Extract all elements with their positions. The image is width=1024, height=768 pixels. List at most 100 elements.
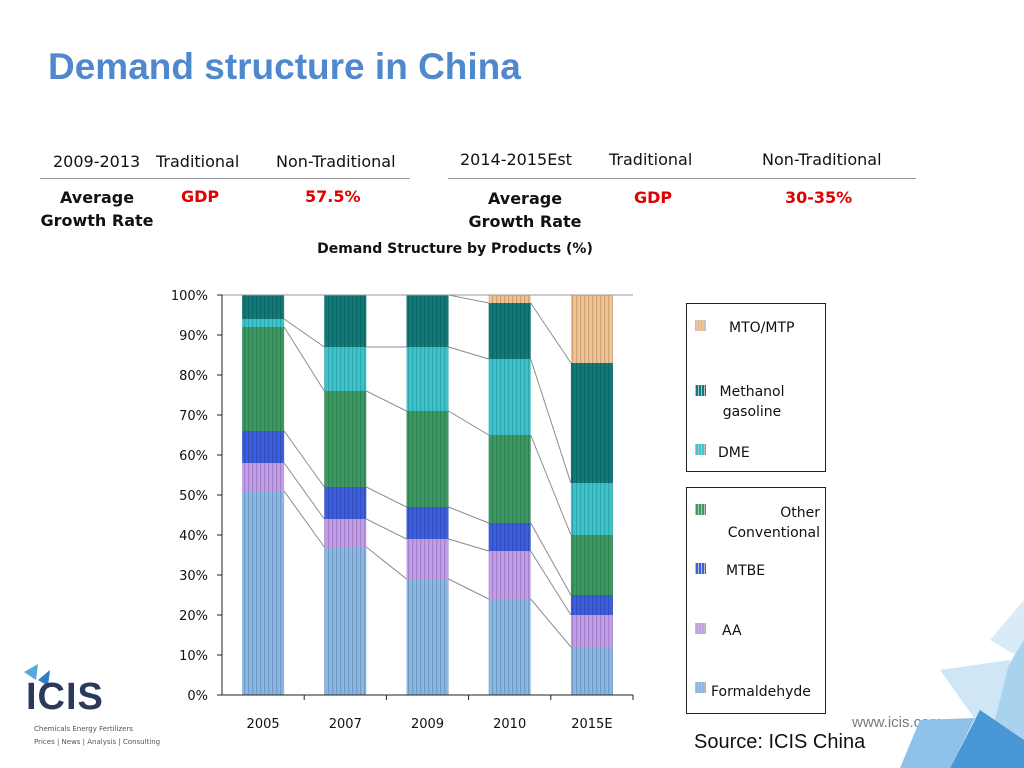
table-left-row-label: Average Growth Rate <box>40 188 154 230</box>
series-connector <box>366 390 407 412</box>
bar-texture <box>406 507 449 539</box>
bar-texture <box>242 295 285 319</box>
series-connector <box>530 522 572 596</box>
legend-swatch-formaldehyde <box>695 682 706 693</box>
series-connector <box>448 538 489 552</box>
bar-texture <box>488 295 531 303</box>
legend-label-formaldehyde: Formaldehyde <box>711 684 811 700</box>
logo-wordmark: ICIS <box>26 676 104 718</box>
bar-texture <box>242 463 285 491</box>
bar-texture <box>570 647 613 695</box>
table-right-col1: Traditional <box>609 150 693 169</box>
bar-texture <box>242 319 285 327</box>
bar-texture <box>324 519 367 547</box>
y-tick-label: 20% <box>179 609 208 624</box>
series-connector <box>530 358 572 484</box>
x-tick-label: 2015E <box>571 717 612 732</box>
legend-box-top <box>686 303 826 472</box>
bar-texture <box>406 295 449 347</box>
legend-label-methanol-gasoline: Methanol gasoline <box>719 384 785 420</box>
series-connector <box>448 410 489 436</box>
legend-label-aa: AA <box>722 623 742 639</box>
table-left-period: 2009-2013 <box>53 152 141 171</box>
bar-texture <box>488 523 531 551</box>
legend-swatch-mto-mtp <box>695 320 706 331</box>
bar-texture <box>324 487 367 519</box>
source-note: Source: ICIS China <box>694 731 866 753</box>
table-left-col1: Traditional <box>156 152 240 171</box>
series-connector <box>366 486 407 508</box>
series-connector <box>365 546 407 580</box>
legend-label-mtbe: MTBE <box>726 563 766 579</box>
logo-tagline-bottom: Prices | News | Analysis | Consulting <box>34 738 161 746</box>
x-tick-label: 2009 <box>411 717 444 732</box>
logo-tagline-top: Chemicals Energy Fertilizers <box>34 725 133 733</box>
bar-texture <box>488 435 531 523</box>
series-connector <box>448 294 489 304</box>
x-tick-label: 2005 <box>247 717 280 732</box>
bar-texture <box>324 547 367 695</box>
y-tick-label: 50% <box>179 489 208 504</box>
legend-box-bottom <box>686 487 826 714</box>
legend-swatch-mtbe <box>695 563 706 574</box>
bar-texture <box>406 539 449 579</box>
legend-swatch-dme <box>695 444 706 455</box>
series-connector <box>283 462 325 520</box>
y-tick-label: 80% <box>179 369 208 384</box>
table-right-row-label: Average Growth Rate <box>468 189 582 231</box>
y-tick-label: 30% <box>179 569 208 584</box>
page-title: Demand structure in China <box>48 46 521 87</box>
bar-texture <box>406 411 449 507</box>
series-connector <box>530 550 572 616</box>
table-right-col2: Non-Traditional <box>762 150 882 169</box>
bar-texture <box>570 483 613 535</box>
series-connector <box>530 598 572 648</box>
legend-label-dme: DME <box>718 445 750 461</box>
bar-texture <box>488 599 531 695</box>
series-connector <box>283 490 325 548</box>
series-connector <box>283 430 325 488</box>
y-tick-label: 60% <box>179 449 208 464</box>
y-tick-label: 40% <box>179 529 208 544</box>
legend-swatch-aa <box>695 623 706 634</box>
bar-texture <box>242 327 285 431</box>
table-right-val2: 30-35% <box>785 188 853 207</box>
table-left-col2: Non-Traditional <box>276 152 396 171</box>
legend-label-mto-mtp: MTO/MTP <box>729 320 795 336</box>
table-right-period: 2014-2015Est <box>460 150 572 169</box>
series-connector <box>448 346 489 360</box>
bar-texture <box>570 615 613 647</box>
y-tick-label: 70% <box>179 409 208 424</box>
bar-texture <box>570 295 613 363</box>
series-connector <box>366 518 407 540</box>
table-right-divider <box>448 178 916 179</box>
y-tick-label: 0% <box>187 689 208 704</box>
table-left-val1: GDP <box>181 187 220 206</box>
logo-icon <box>24 664 50 686</box>
bar-texture <box>406 347 449 411</box>
bar-texture <box>488 303 531 359</box>
corner-decoration <box>900 600 1024 768</box>
series-connector <box>530 434 572 536</box>
legend-swatch-other-conventional <box>695 504 706 515</box>
y-tick-label: 10% <box>179 649 208 664</box>
x-tick-label: 2010 <box>493 717 526 732</box>
series-connector <box>448 506 489 524</box>
legend-swatch-methanol-gasoline <box>695 385 706 396</box>
bar-texture <box>570 363 613 483</box>
y-tick-label: 90% <box>179 329 208 344</box>
bar-texture <box>570 595 613 615</box>
bar-texture <box>488 359 531 435</box>
bar-texture <box>242 491 285 695</box>
series-connector <box>283 326 325 392</box>
table-left-divider <box>40 178 410 179</box>
bar-texture <box>324 347 367 391</box>
bar-texture <box>242 431 285 463</box>
chart-title: Demand Structure by Products (%) <box>317 241 593 257</box>
table-right-val1: GDP <box>634 188 673 207</box>
bar-texture <box>324 391 367 487</box>
table-left-val2: 57.5% <box>305 187 361 206</box>
bar-texture <box>488 551 531 599</box>
y-tick-label: 100% <box>171 289 208 304</box>
